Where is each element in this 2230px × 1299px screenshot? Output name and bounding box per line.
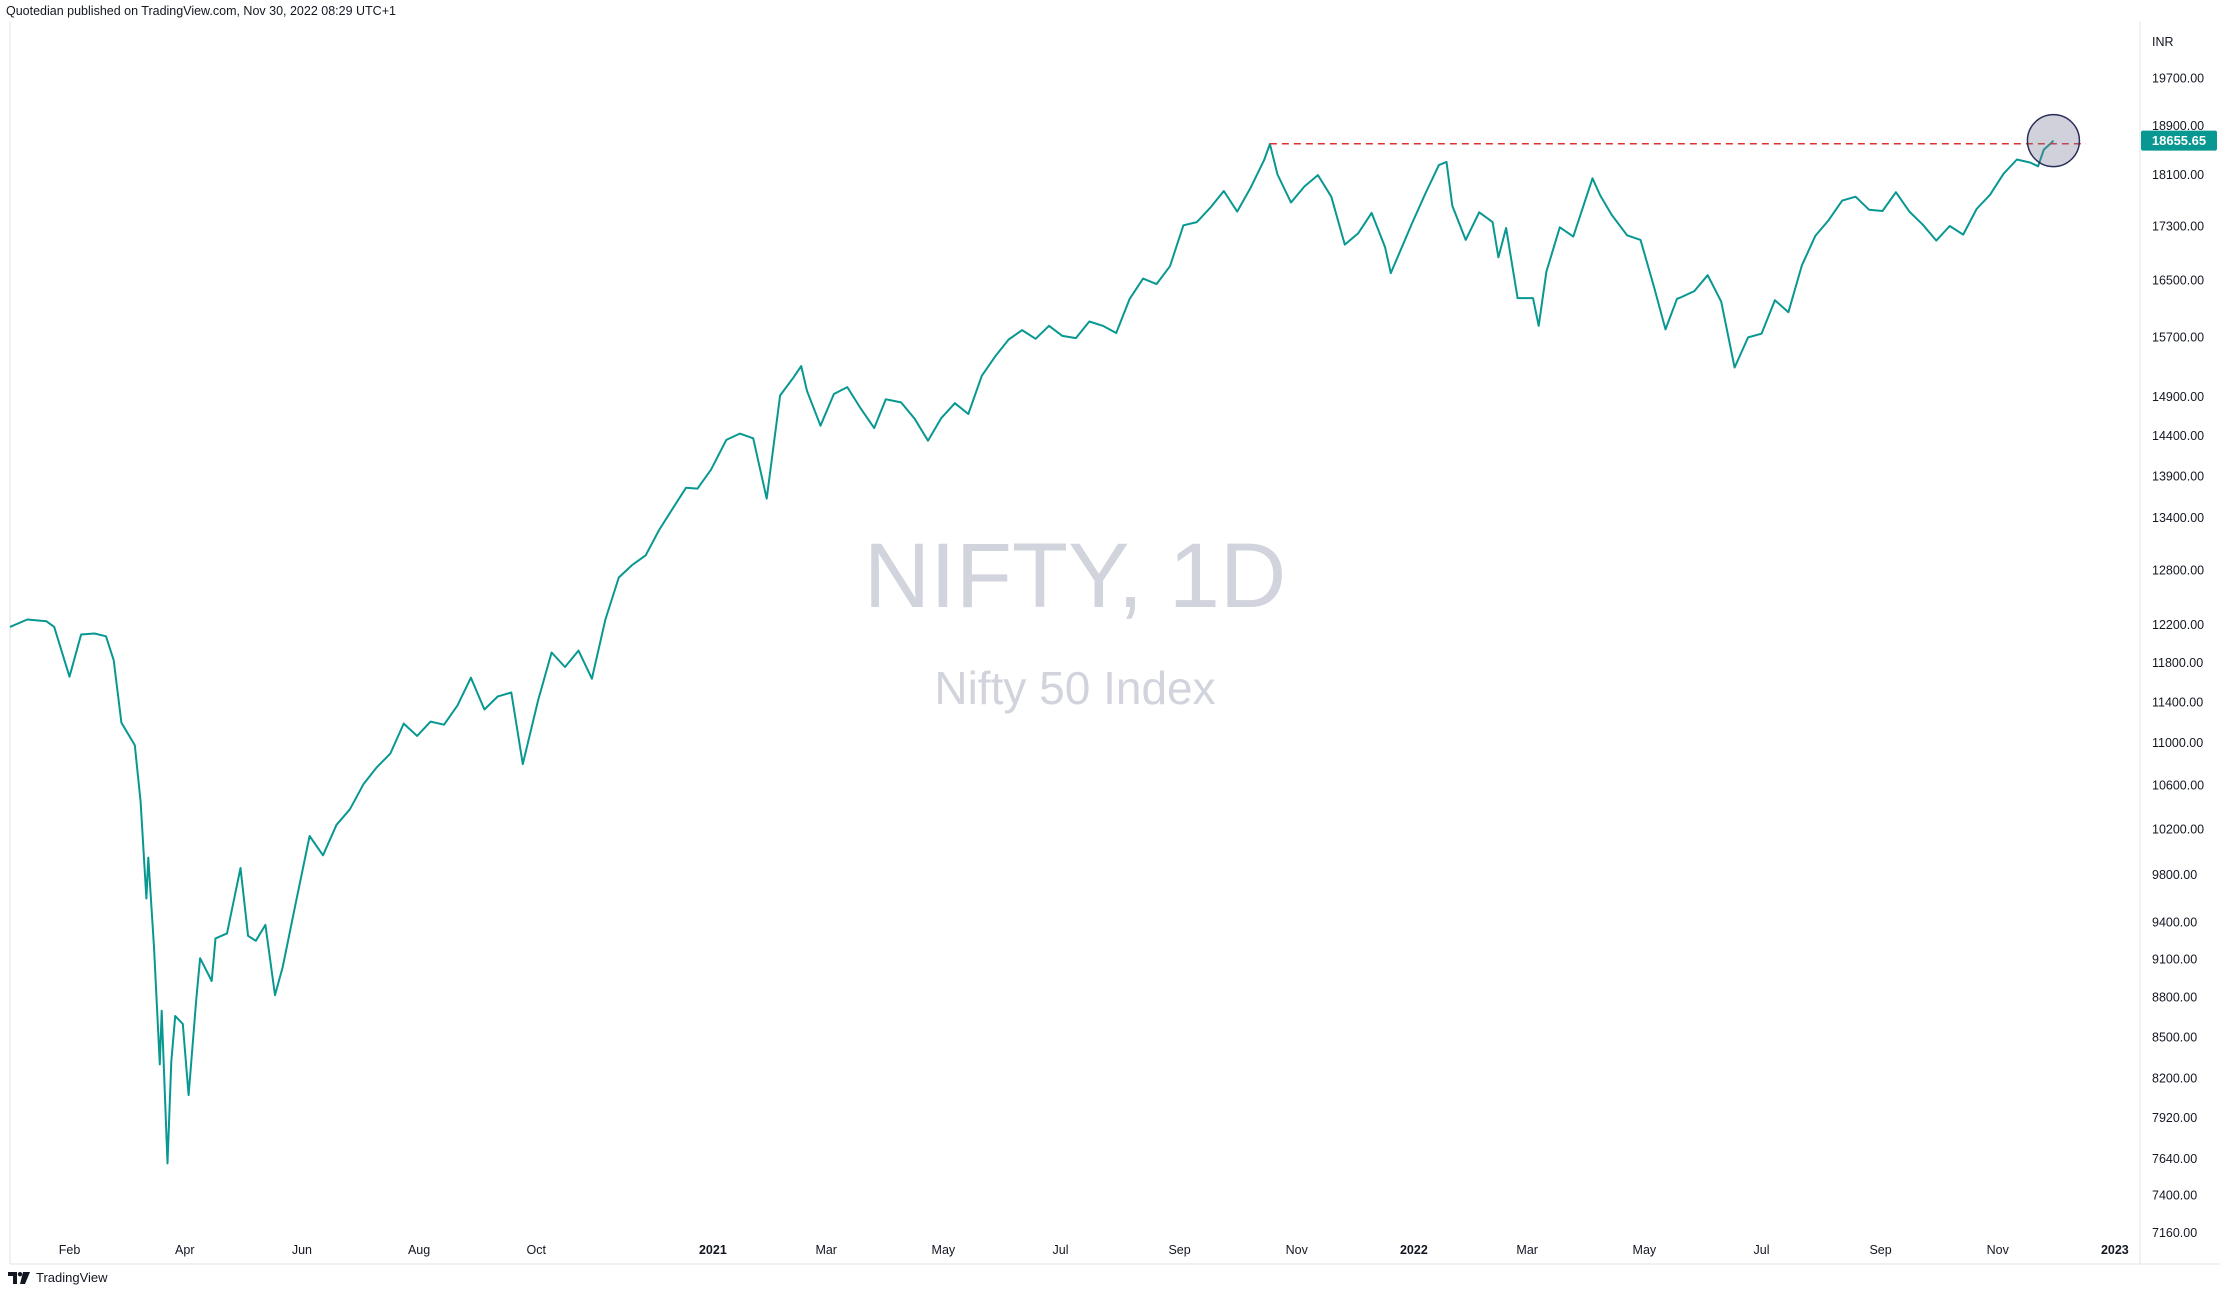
x-tick-label: 2022 [1400, 1243, 1428, 1257]
y-tick-label: 15700.00 [2152, 330, 2204, 344]
x-tick-label: Mar [1516, 1243, 1538, 1257]
x-tick-label: Mar [815, 1243, 837, 1257]
y-tick-label: 16500.00 [2152, 274, 2204, 288]
y-tick-label: 11000.00 [2152, 736, 2203, 750]
x-tick-label: May [932, 1243, 956, 1257]
last-price-label: 18655.65 [2152, 133, 2206, 148]
y-tick-label: 17300.00 [2152, 220, 2204, 234]
plot-frame [9, 22, 2220, 1265]
last-price-badge [2141, 130, 2217, 151]
publish-info: Quotedian published on TradingView.com, … [6, 4, 396, 18]
y-tick-label: 7160.00 [2152, 1226, 2197, 1240]
y-tick-label: 12200.00 [2152, 618, 2204, 632]
x-tick-label: Aug [408, 1243, 430, 1257]
price-axis[interactable]: 7160.00 7400.00 7640.00 7920.00 8200.00 8500.… [2152, 71, 2204, 1239]
watermark-symbol: NIFTY, 1D [864, 525, 1287, 627]
x-tick-label: Nov [1987, 1243, 2010, 1257]
x-tick-label: Jul [1053, 1243, 1069, 1257]
y-tick-label: 8500.00 [2152, 1030, 2197, 1044]
x-tick-label: Oct [526, 1243, 546, 1257]
y-tick-label: 11800.00 [2152, 656, 2203, 670]
x-tick-label: Feb [59, 1243, 81, 1257]
y-tick-label: 8800.00 [2152, 991, 2197, 1005]
y-tick-label: 9400.00 [2152, 915, 2197, 929]
y-tick-label: 18100.00 [2152, 168, 2204, 182]
y-tick-label: 9100.00 [2152, 952, 2197, 966]
y-tick-label: 8200.00 [2152, 1071, 2197, 1085]
tradingview-brand-label: TradingView [36, 1270, 108, 1285]
y-tick-label: 13900.00 [2152, 469, 2204, 483]
y-tick-label: 14900.00 [2152, 390, 2204, 404]
y-tick-label: 13400.00 [2152, 511, 2204, 525]
tradingview-logo-icon [8, 1271, 30, 1284]
y-tick-label: 10600.00 [2152, 778, 2204, 792]
y-tick-label: 18900.00 [2152, 119, 2204, 133]
tradingview-brand[interactable]: TradingView [8, 1270, 108, 1285]
y-tick-label: 10200.00 [2152, 822, 2204, 836]
x-tick-label: May [1633, 1243, 1657, 1257]
x-tick-label: 2023 [2101, 1243, 2129, 1257]
highlight-circle[interactable] [2026, 113, 2081, 168]
y-tick-label: 11400.00 [2152, 695, 2203, 709]
x-tick-label: Jun [292, 1243, 312, 1257]
x-tick-label: Sep [1168, 1243, 1190, 1257]
y-tick-label: 7640.00 [2152, 1152, 2197, 1166]
x-tick-label: Nov [1286, 1243, 1309, 1257]
nifty-price-line [9, 139, 2055, 1165]
y-tick-label: 9800.00 [2152, 868, 2197, 882]
y-tick-label: 14400.00 [2152, 429, 2204, 443]
time-axis[interactable]: Feb Apr Jun Aug Oct 2021 Mar May Jul Sep Nov 2022 Ma… [59, 1243, 2129, 1257]
y-tick-label: 12800.00 [2152, 563, 2204, 577]
watermark-name: Nifty 50 Index [934, 662, 1215, 714]
y-tick-label: 7920.00 [2152, 1111, 2197, 1125]
x-tick-label: Jul [1754, 1243, 1770, 1257]
x-tick-label: Apr [175, 1243, 194, 1257]
y-tick-label: 19700.00 [2152, 71, 2204, 85]
x-tick-label: 2021 [699, 1243, 727, 1257]
y-tick-label: 7400.00 [2152, 1188, 2197, 1202]
currency-label: INR [2152, 35, 2174, 49]
x-tick-label: Sep [1869, 1243, 1891, 1257]
